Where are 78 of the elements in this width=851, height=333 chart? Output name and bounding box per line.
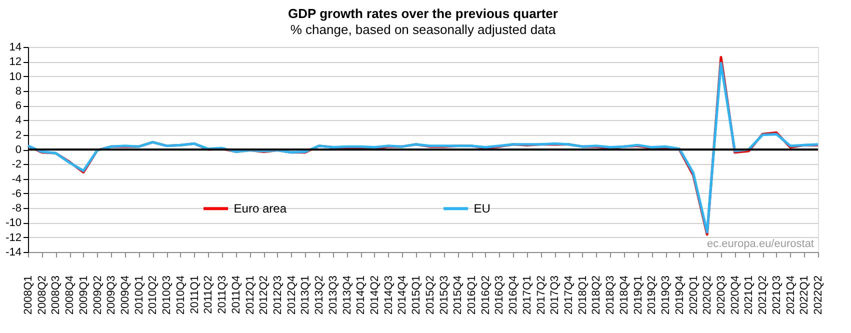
x-tick-label: 2010Q2 — [147, 276, 160, 315]
x-tick-label: 2020Q3 — [715, 276, 728, 315]
x-tick-label: 2014Q4 — [396, 276, 409, 315]
x-tick-label: 2020Q1 — [688, 276, 700, 315]
legend-label: EU — [474, 202, 490, 216]
x-tick-label: 2015Q1 — [410, 276, 423, 315]
y-tick-label: -6 — [12, 188, 22, 200]
x-tick-label: 2018Q4 — [618, 276, 630, 315]
x-tick-label: 2015Q4 — [452, 276, 464, 315]
x-tick-label: 2008Q3 — [50, 276, 62, 315]
x-tick-label: 2010Q3 — [161, 276, 174, 315]
x-tick-label: 2009Q1 — [78, 276, 90, 315]
x-tick-label: 2021Q1 — [743, 276, 756, 315]
x-tick-label: 2011Q2 — [202, 276, 215, 314]
chart-subtitle: % change, based on seasonally adjusted data — [290, 22, 556, 37]
x-tick-label: 2011Q3 — [216, 276, 229, 314]
y-tick-label: 8 — [15, 85, 22, 98]
x-tick-label: 2021Q2 — [757, 276, 770, 315]
x-tick-label: 2018Q2 — [590, 276, 603, 315]
y-tick-label: 2 — [15, 129, 22, 142]
x-tick-label: 2012Q4 — [286, 276, 298, 315]
x-tick-label: 2017Q2 — [535, 276, 548, 315]
x-tick-label: 2022Q1 — [798, 276, 811, 315]
x-tick-label: 2011Q1 — [188, 276, 201, 314]
y-tick-label: -8 — [12, 202, 22, 215]
y-tick-label: 4 — [15, 114, 22, 127]
x-tick-label: 2020Q2 — [702, 276, 714, 315]
x-tick-label: 2016Q4 — [508, 276, 520, 315]
x-tick-label: 2014Q1 — [355, 276, 368, 315]
y-tick-label: 12 — [9, 56, 22, 68]
x-tick-label: 2013Q1 — [300, 276, 312, 315]
x-tick-label: 2019Q2 — [646, 276, 658, 315]
x-tick-label: 2018Q3 — [604, 276, 617, 315]
x-tick-label: 2008Q1 — [22, 276, 34, 315]
x-tick-label: 2018Q1 — [576, 276, 589, 315]
x-tick-label: 2014Q3 — [382, 276, 395, 315]
y-tick-label: 0 — [15, 144, 22, 156]
x-tick-label: 2015Q3 — [438, 276, 450, 315]
y-tick-label: -12 — [6, 232, 22, 244]
x-tick-label: 2016Q2 — [480, 276, 492, 315]
x-tick-label: 2020Q4 — [729, 276, 742, 315]
x-tick-label: 2009Q2 — [92, 276, 104, 315]
x-tick-label: 2017Q4 — [563, 276, 576, 315]
x-tick-label: 2017Q3 — [549, 276, 562, 315]
chart-title: GDP growth rates over the previous quarter — [288, 6, 558, 21]
x-tick-label: 2019Q4 — [674, 276, 686, 315]
x-tick-label: 2009Q3 — [106, 276, 118, 315]
y-tick-label: -4 — [12, 173, 22, 186]
x-tick-label: 2012Q3 — [272, 276, 284, 315]
x-tick-label: 2013Q3 — [327, 276, 340, 315]
x-tick-label: 2014Q2 — [368, 276, 381, 315]
y-tick-label: 14 — [9, 42, 22, 54]
y-tick-label: 10 — [9, 70, 22, 83]
x-tick-label: 2013Q4 — [341, 276, 354, 315]
x-tick-label: 2021Q4 — [784, 276, 797, 315]
x-tick-label: 2016Q3 — [494, 276, 506, 315]
y-tick-label: -10 — [6, 217, 22, 230]
y-tick-label: -2 — [12, 158, 22, 171]
y-tick-label: -14 — [6, 246, 22, 258]
x-tick-label: 2008Q4 — [64, 276, 76, 315]
legend-label: Euro area — [234, 202, 287, 216]
x-tick-label: 2019Q3 — [660, 276, 672, 315]
x-tick-label: 2017Q1 — [521, 276, 534, 315]
x-tick-label: 2011Q4 — [230, 276, 242, 314]
x-tick-label: 2022Q2 — [812, 276, 824, 315]
x-tick-label: 2010Q1 — [133, 276, 146, 315]
x-tick-label: 2010Q4 — [174, 276, 187, 315]
x-tick-label: 2013Q2 — [314, 276, 326, 315]
x-tick-label: 2021Q3 — [770, 276, 783, 315]
x-tick-label: 2019Q1 — [632, 276, 644, 315]
y-tick-label: 6 — [15, 100, 22, 112]
x-tick-label: 2009Q4 — [120, 276, 132, 315]
x-tick-label: 2012Q1 — [244, 276, 256, 315]
x-tick-label: 2012Q2 — [258, 276, 270, 315]
annotation: ec.europa.eu/eurostat — [706, 238, 814, 250]
x-tick-label: 2015Q2 — [424, 276, 436, 315]
x-tick-label: 2016Q1 — [466, 276, 478, 315]
x-tick-label: 2008Q2 — [36, 276, 48, 315]
